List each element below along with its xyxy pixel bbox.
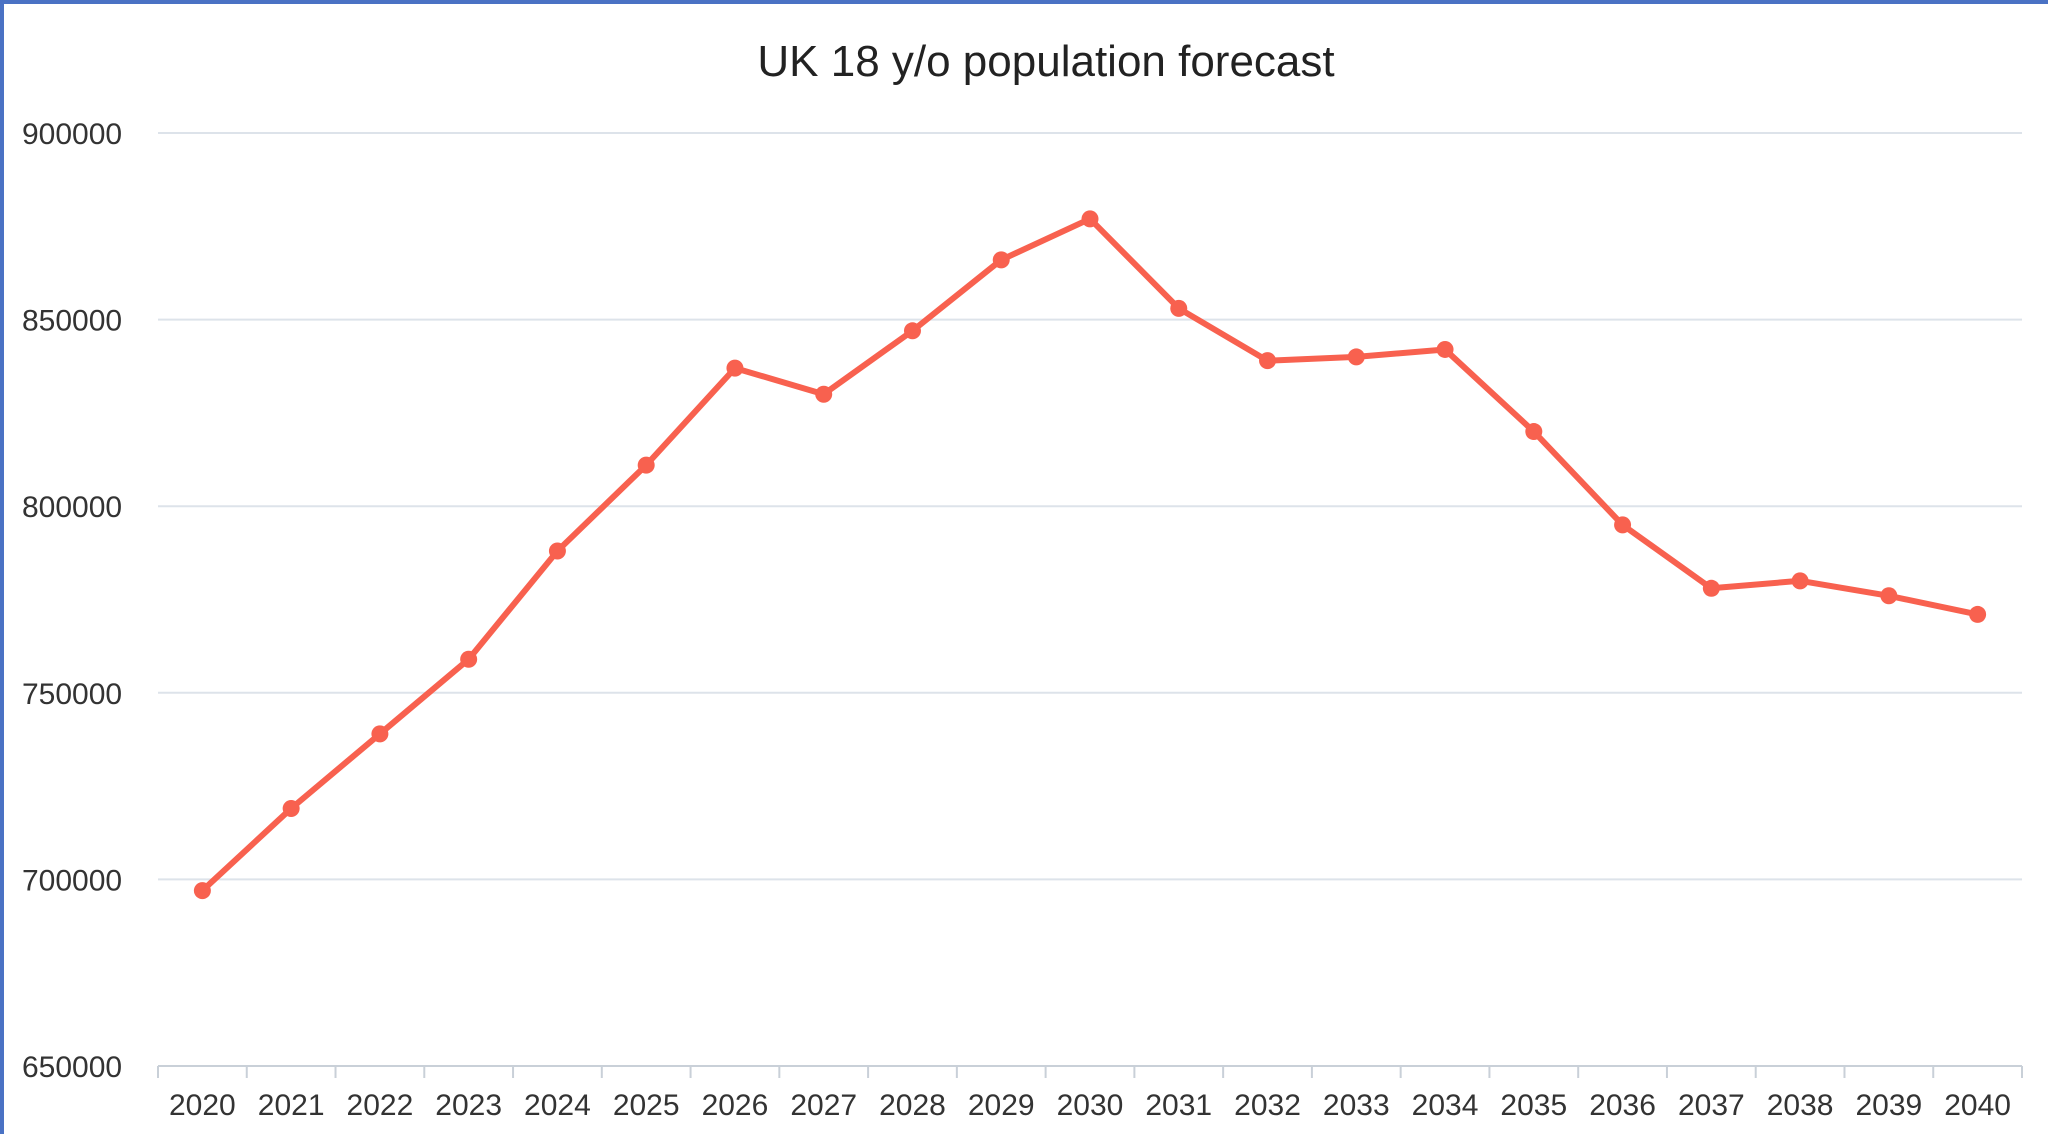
y-axis-ticks: 900000 850000 800000 750000 700000 650000 — [22, 118, 122, 1084]
x-tick-label: 2028 — [879, 1089, 946, 1122]
x-tick-label: 2039 — [1855, 1089, 1922, 1122]
data-point-2031 — [1170, 299, 1188, 317]
x-tick-label: 2020 — [169, 1089, 236, 1122]
data-point-2025 — [637, 456, 655, 474]
data-point-2037 — [1702, 579, 1720, 597]
data-point-2032 — [1259, 352, 1277, 370]
y-tick-label: 800000 — [22, 491, 122, 524]
chart-title: UK 18 y/o population forecast — [757, 37, 1334, 86]
x-tick-label: 2034 — [1412, 1089, 1479, 1122]
data-point-2024 — [548, 542, 566, 560]
data-point-2021 — [282, 799, 300, 817]
x-tick-label: 2027 — [790, 1089, 857, 1122]
y-tick-label: 650000 — [22, 1051, 122, 1084]
x-tick-label: 2024 — [524, 1089, 591, 1122]
data-point-2030 — [1081, 210, 1099, 228]
x-tick-label: 2036 — [1589, 1089, 1656, 1122]
data-point-2033 — [1347, 348, 1365, 366]
x-axis: 2020 2021 2022 2023 2024 2025 2026 2027 2028 2029… — [157, 1065, 2023, 1122]
y-tick-label: 700000 — [22, 864, 122, 897]
x-tick-label: 2038 — [1767, 1089, 1834, 1122]
data-point-2022 — [371, 725, 389, 743]
gridlines — [158, 132, 2022, 881]
data-point-2023 — [460, 650, 478, 668]
y-tick-label: 900000 — [22, 118, 122, 151]
x-tick-label: 2022 — [347, 1089, 414, 1122]
x-tick-label: 2021 — [258, 1089, 325, 1122]
data-point-2035 — [1525, 423, 1543, 441]
data-point-2029 — [992, 251, 1010, 269]
x-tick-label: 2040 — [1944, 1089, 2011, 1122]
x-tick-label: 2029 — [968, 1089, 1035, 1122]
data-point-2026 — [726, 359, 744, 377]
data-point-2020 — [193, 882, 211, 900]
x-tick-label: 2037 — [1678, 1089, 1745, 1122]
data-point-2040 — [1969, 605, 1987, 623]
data-point-2034 — [1436, 340, 1454, 358]
series-layer — [193, 210, 1987, 900]
data-point-2027 — [815, 385, 833, 403]
x-tick-label: 2031 — [1145, 1089, 1212, 1122]
x-tick-label: 2025 — [613, 1089, 680, 1122]
x-tick-label: 2026 — [702, 1089, 769, 1122]
data-point-2028 — [903, 322, 921, 340]
y-tick-label: 850000 — [22, 305, 122, 338]
y-tick-label: 750000 — [22, 678, 122, 711]
x-tick-label: 2033 — [1323, 1089, 1390, 1122]
x-tick-label: 2035 — [1500, 1089, 1567, 1122]
x-tick-label: 2023 — [435, 1089, 502, 1122]
data-point-2038 — [1791, 572, 1809, 590]
data-point-2039 — [1880, 587, 1898, 605]
x-tick-label: 2030 — [1057, 1089, 1124, 1122]
data-point-2036 — [1614, 516, 1632, 534]
x-tick-label: 2032 — [1234, 1089, 1301, 1122]
